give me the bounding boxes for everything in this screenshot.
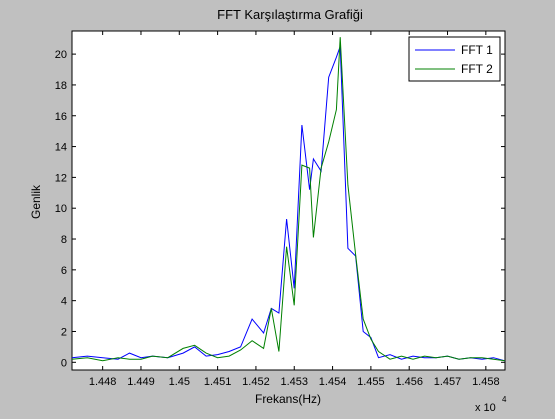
legend: FFT 1 FFT 2 (408, 36, 501, 82)
series-layer (71, 37, 506, 362)
ticks-layer: 1.448 1.449 1.45 1.451 1.452 1.453 1.454 1.455 1… (55, 31, 505, 388)
x-tick-label: 1.452 (242, 376, 270, 388)
y-axis-label: Genlik (29, 184, 43, 219)
y-tick-label: 2 (61, 326, 67, 338)
y-tick-label: 4 (61, 296, 67, 308)
x-tick-label: 1.454 (319, 376, 347, 388)
y-tick-label: 0 (61, 357, 67, 369)
y-tick-label: 14 (55, 142, 67, 154)
legend-box (408, 36, 501, 82)
legend-label-2: FFT 2 (461, 62, 493, 76)
y-tick-label: 18 (55, 80, 67, 92)
y-tick-label: 16 (55, 111, 67, 123)
x-tick-label: 1.45 (169, 376, 190, 388)
x-tick-label: 1.451 (204, 376, 232, 388)
x-tick-label: 1.455 (357, 376, 385, 388)
x-tick-label: 1.449 (127, 376, 155, 388)
chart-title: FFT Karşılaştırma Grafiği (217, 7, 363, 22)
x-axis-multiplier-exponent: 4 (502, 395, 507, 404)
x-tick-label: 1.453 (280, 376, 308, 388)
x-tick-label: 1.448 (89, 376, 117, 388)
x-tick-label: 1.457 (434, 376, 462, 388)
x-axis-label: Frekans(Hz) (255, 392, 321, 406)
y-tick-label: 8 (61, 234, 67, 246)
x-tick-label: 1.456 (395, 376, 423, 388)
series-line-2 (71, 37, 506, 362)
x-tick-label: 1.458 (472, 376, 500, 388)
y-tick-label: 20 (55, 49, 67, 61)
x-axis-multiplier: x 10 (475, 402, 496, 414)
plot-area (71, 30, 506, 371)
y-tick-label: 12 (55, 172, 67, 184)
y-tick-label: 10 (55, 203, 67, 215)
y-tick-label: 6 (61, 265, 67, 277)
legend-label-1: FFT 1 (461, 43, 493, 57)
